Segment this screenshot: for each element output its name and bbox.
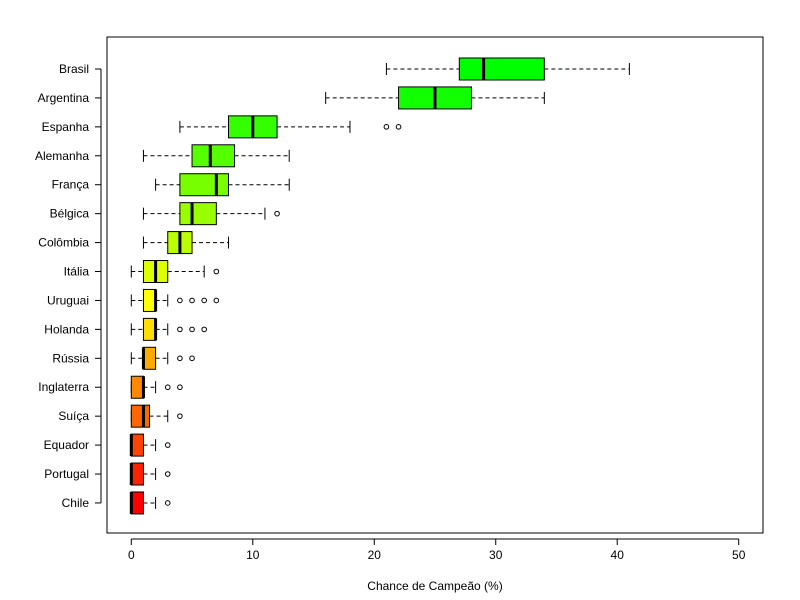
box-iqr [130, 404, 151, 428]
box-iqr [142, 317, 157, 341]
x-tick-label: 40 [611, 548, 625, 562]
y-tick-label: Holanda [44, 322, 89, 336]
y-tick-label: Uruguai [47, 293, 89, 307]
outlier-point [177, 326, 183, 333]
y-tick-label: Colômbia [38, 236, 89, 250]
outlier-point [189, 355, 195, 362]
box-iqr [179, 202, 217, 226]
box-11 [130, 375, 183, 399]
box-iqr [179, 173, 229, 197]
box-6 [142, 231, 229, 255]
box-7 [130, 260, 220, 284]
y-tick-label: Argentina [38, 91, 90, 105]
box-1 [325, 86, 545, 110]
box-14 [129, 462, 171, 486]
boxes [129, 57, 630, 515]
box-5 [142, 202, 280, 226]
outlier-point [164, 384, 171, 391]
x-axis: 0 10 20 30 40 50 [128, 538, 746, 562]
outlier-point [201, 297, 207, 304]
box-0 [385, 57, 630, 81]
outlier-point [164, 442, 171, 448]
box-4 [155, 173, 290, 197]
outlier-point [177, 384, 183, 391]
y-tick-label: Suíça [58, 409, 89, 423]
outlier-point [383, 124, 390, 130]
y-tick-label: Alemanha [35, 149, 89, 163]
outlier-point [177, 297, 183, 304]
y-tick-label: França [52, 178, 90, 192]
x-axis-title: Chance de Campeão (%) [367, 579, 502, 593]
box-12 [130, 404, 183, 428]
x-tick-label: 30 [489, 548, 503, 562]
x-tick-label: 0 [128, 548, 135, 562]
box-2 [179, 115, 402, 139]
box-iqr [130, 462, 144, 486]
outlier-point [274, 210, 280, 217]
y-tick-label: Bélgica [50, 207, 90, 221]
outlier-point [189, 326, 195, 333]
y-tick-label: Chile [62, 496, 90, 510]
box-15 [129, 491, 171, 515]
y-tick-label: Rússia [52, 351, 89, 365]
box-iqr [130, 375, 144, 399]
y-tick-label: Portugal [44, 467, 89, 481]
box-9 [130, 317, 207, 341]
x-tick-label: 50 [732, 548, 746, 562]
box-10 [130, 346, 195, 370]
box-iqr [130, 433, 144, 457]
box-iqr [191, 144, 236, 168]
outlier-point [189, 297, 195, 304]
outlier-point [395, 124, 402, 130]
y-tick-label: Inglaterra [38, 380, 89, 394]
plot-frame [106, 36, 764, 534]
y-tick-label: Itália [64, 265, 90, 279]
outlier-point [201, 326, 207, 333]
box-13 [129, 433, 171, 457]
box-iqr [142, 346, 157, 370]
outlier-point [164, 471, 171, 477]
outlier-point [164, 500, 171, 506]
y-tick-label: Equador [44, 438, 89, 452]
box-iqr [458, 57, 545, 81]
outlier-point [213, 297, 220, 304]
box-iqr [130, 491, 144, 515]
y-tick-label: Brasil [59, 62, 89, 76]
outlier-point [177, 355, 183, 362]
outlier-point [213, 268, 220, 275]
y-tick-label: Espanha [42, 120, 90, 134]
x-tick-label: 20 [368, 548, 382, 562]
x-tick-label: 10 [246, 548, 260, 562]
outlier-point [177, 413, 183, 419]
box-3 [142, 144, 290, 168]
y-axis: Brasil Argentina Espanha Alemanha França Bélg… [35, 62, 102, 510]
box-iqr [142, 288, 157, 312]
box-8 [130, 288, 220, 312]
